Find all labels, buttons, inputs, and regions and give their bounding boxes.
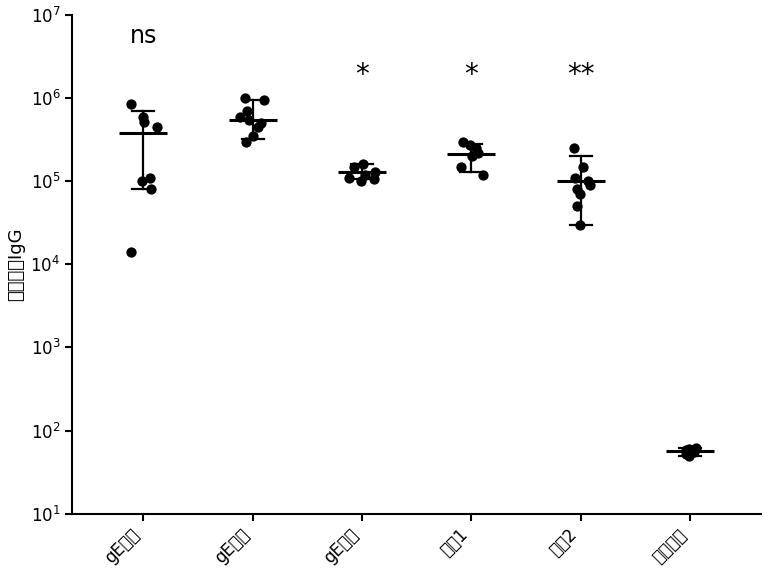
Point <box>683 451 695 460</box>
Point <box>455 162 467 171</box>
Y-axis label: 抗体满度IgG: 抗体满度IgG <box>7 227 25 301</box>
Point <box>574 189 586 199</box>
Point <box>357 160 369 169</box>
Point <box>125 99 137 108</box>
Point <box>470 144 482 153</box>
Point <box>368 175 380 184</box>
Point <box>465 141 477 150</box>
Point <box>688 448 700 457</box>
Point <box>466 152 478 161</box>
Point <box>359 170 371 179</box>
Point <box>584 180 597 189</box>
Point <box>238 94 250 103</box>
Point <box>137 112 150 121</box>
Point <box>355 177 367 186</box>
Point <box>240 106 253 115</box>
Point <box>574 220 587 229</box>
Point <box>369 167 381 176</box>
Point <box>151 122 163 131</box>
Point <box>343 173 355 183</box>
Point <box>477 170 489 179</box>
Text: ns: ns <box>130 24 157 48</box>
Point <box>457 137 469 146</box>
Text: *: * <box>465 61 478 88</box>
Point <box>571 201 583 211</box>
Text: *: * <box>355 61 369 88</box>
Point <box>255 118 267 127</box>
Point <box>145 185 157 194</box>
Point <box>135 177 147 186</box>
Point <box>680 445 693 455</box>
Point <box>243 115 256 124</box>
Point <box>144 173 156 183</box>
Point <box>240 137 252 146</box>
Point <box>348 162 360 171</box>
Point <box>138 117 151 126</box>
Point <box>571 185 583 194</box>
Text: **: ** <box>567 61 594 88</box>
Point <box>247 131 259 141</box>
Point <box>569 173 581 183</box>
Point <box>258 95 270 104</box>
Point <box>577 162 589 171</box>
Point <box>125 247 137 257</box>
Point <box>582 177 594 186</box>
Point <box>472 148 485 157</box>
Point <box>568 144 581 153</box>
Point <box>252 122 264 131</box>
Point <box>690 443 703 452</box>
Point <box>683 444 695 453</box>
Point <box>234 112 247 121</box>
Point <box>680 449 692 459</box>
